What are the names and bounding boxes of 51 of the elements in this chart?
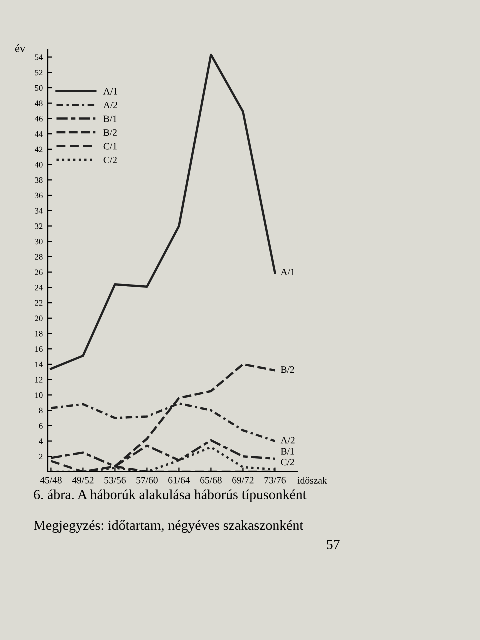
annotation: B/2 bbox=[281, 366, 294, 374]
annotation: A/1 bbox=[280, 269, 295, 276]
y-tick-label: 52 bbox=[35, 70, 43, 76]
y-tick-label: 26 bbox=[35, 270, 43, 276]
y-tick-label: 2 bbox=[39, 454, 43, 460]
y-tick-label: 18 bbox=[36, 331, 43, 337]
x-axis-title: időszak bbox=[298, 477, 328, 484]
text: Megjegyzés: időtartam, négyéves szakaszonként bbox=[34, 520, 304, 534]
y-tick-label: 14 bbox=[36, 362, 44, 368]
x-tick-label: 69/72 bbox=[232, 477, 254, 484]
y-tick-label: 46 bbox=[34, 116, 43, 122]
y-tick-label: 48 bbox=[34, 100, 43, 106]
y-tick-label: 4 bbox=[39, 438, 44, 444]
x-tick-label: 53/56 bbox=[104, 477, 126, 484]
text: 57 bbox=[327, 540, 340, 550]
y-tick-label: 8 bbox=[39, 408, 43, 414]
legend-label: C/1 bbox=[104, 143, 117, 150]
x-tick-label: 49/52 bbox=[72, 477, 94, 484]
y-tick-label: 40 bbox=[34, 162, 43, 168]
y-tick-label: 34 bbox=[35, 208, 44, 214]
y-tick-label: 28 bbox=[35, 254, 43, 260]
x-tick-label: 57/60 bbox=[136, 477, 158, 484]
y-tick-label: 16 bbox=[36, 346, 43, 352]
x-tick-label: 61/64 bbox=[168, 477, 190, 484]
y-tick-label: 10 bbox=[36, 392, 43, 398]
legend-label: A/1 bbox=[104, 88, 118, 95]
y-tick-label: 36 bbox=[35, 192, 43, 198]
legend-label: B/1 bbox=[104, 116, 117, 122]
annotation: C/2 bbox=[281, 459, 294, 466]
y-tick-label: 30 bbox=[35, 238, 43, 245]
legend-label: C/2 bbox=[104, 156, 117, 164]
legend-label: A/2 bbox=[104, 102, 118, 109]
annotation: B/1 bbox=[281, 448, 294, 455]
x-tick-label: 45/48 bbox=[40, 477, 62, 484]
y-tick-label: 54 bbox=[35, 54, 44, 60]
y-axis-title: év bbox=[15, 44, 26, 52]
y-tick-label: 24 bbox=[35, 285, 44, 291]
annotation: A/2 bbox=[280, 437, 295, 444]
y-tick-label: 38 bbox=[35, 178, 43, 184]
y-tick-label: 6 bbox=[39, 423, 43, 429]
y-tick-label: 12 bbox=[36, 377, 43, 383]
x-tick-label: 73/76 bbox=[264, 477, 286, 484]
y-tick-label: 22 bbox=[35, 300, 43, 306]
y-tick-label: 44 bbox=[34, 131, 44, 137]
y-tick-label: 32 bbox=[35, 224, 43, 230]
legend-label: B/2 bbox=[104, 129, 117, 136]
text: 6. ábra. A háborúk alakulása háborús típusonként bbox=[34, 490, 307, 502]
y-tick-label: 50 bbox=[35, 85, 43, 91]
x-tick-label: 65/68 bbox=[200, 477, 222, 484]
y-tick-label: 20 bbox=[35, 316, 43, 322]
y-tick-label: 42 bbox=[34, 146, 43, 152]
